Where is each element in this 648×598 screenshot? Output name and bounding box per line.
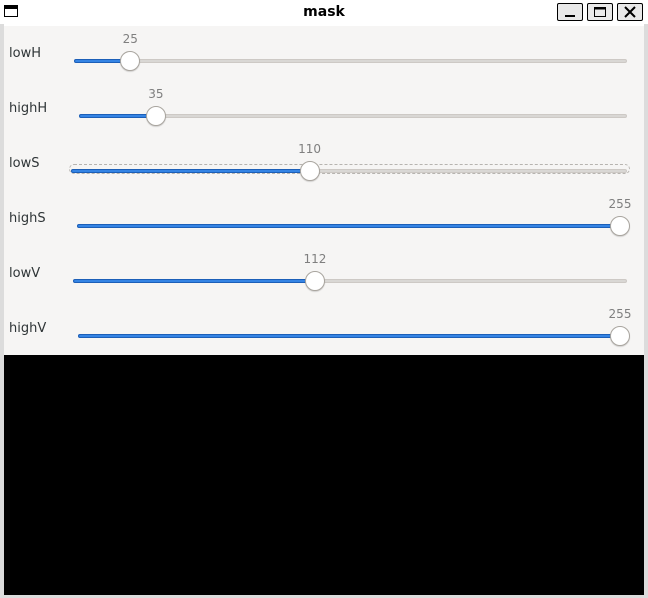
trackbar-row-highV: highV 255 <box>4 301 644 356</box>
trackbar-focus-ring <box>69 164 630 174</box>
trackbar-handle[interactable] <box>610 216 630 236</box>
minimize-button[interactable] <box>557 3 583 21</box>
trackbar-label: lowH <box>9 46 41 61</box>
trackbar-label: highV <box>9 321 47 336</box>
trackbar-fill <box>73 279 316 283</box>
close-button[interactable] <box>617 3 643 21</box>
window-border-left <box>0 24 4 598</box>
trackbar-track[interactable] <box>79 114 627 118</box>
window-icon[interactable] <box>4 5 18 17</box>
trackbar-track[interactable] <box>74 59 627 63</box>
trackbar-value: 35 <box>148 87 164 101</box>
trackbar-handle[interactable] <box>145 106 166 126</box>
trackbar-row-highH: highH 35 <box>4 81 644 136</box>
trackbar-label: lowV <box>9 266 41 281</box>
trackbar-value: 112 <box>303 252 327 266</box>
minimize-icon <box>565 15 575 17</box>
trackbar-row-lowH: lowH 25 <box>4 26 644 81</box>
close-icon <box>624 6 636 18</box>
window-border-right <box>644 24 648 598</box>
mask-image <box>4 355 644 595</box>
trackbar-row-highS: highS 255 <box>4 191 644 246</box>
trackbar-handle[interactable] <box>610 326 630 346</box>
trackbar-track[interactable] <box>78 334 627 338</box>
trackbar-value: 25 <box>122 32 138 46</box>
trackbar-row-lowS: lowS 110 <box>4 136 644 191</box>
trackbar-label: highS <box>9 211 46 226</box>
trackbar-handle[interactable] <box>304 271 325 291</box>
trackbar-fill <box>71 169 311 173</box>
maximize-button[interactable] <box>587 3 613 21</box>
trackbar-label: lowS <box>9 156 40 171</box>
trackbar-value: 255 <box>608 307 632 321</box>
trackbar-fill <box>78 334 621 338</box>
trackbar-track[interactable] <box>77 224 627 228</box>
trackbar-track[interactable] <box>71 169 627 173</box>
trackbar-handle[interactable] <box>299 161 320 181</box>
trackbar-fill <box>77 224 621 228</box>
title-bar[interactable]: mask <box>0 0 648 24</box>
trackbar-value: 255 <box>608 197 632 211</box>
trackbar-handle[interactable] <box>120 51 141 71</box>
window-border-bottom <box>0 595 648 598</box>
trackbar-row-lowV: lowV 112 <box>4 246 644 301</box>
trackbar-panel: lowH 25 highH 35 lowS 110 highS 255 lowV… <box>4 26 644 355</box>
trackbar-track[interactable] <box>73 279 627 283</box>
maximize-icon <box>594 7 606 17</box>
trackbar-value: 110 <box>298 142 321 156</box>
window-title: mask <box>303 4 345 20</box>
trackbar-label: highH <box>9 101 48 116</box>
